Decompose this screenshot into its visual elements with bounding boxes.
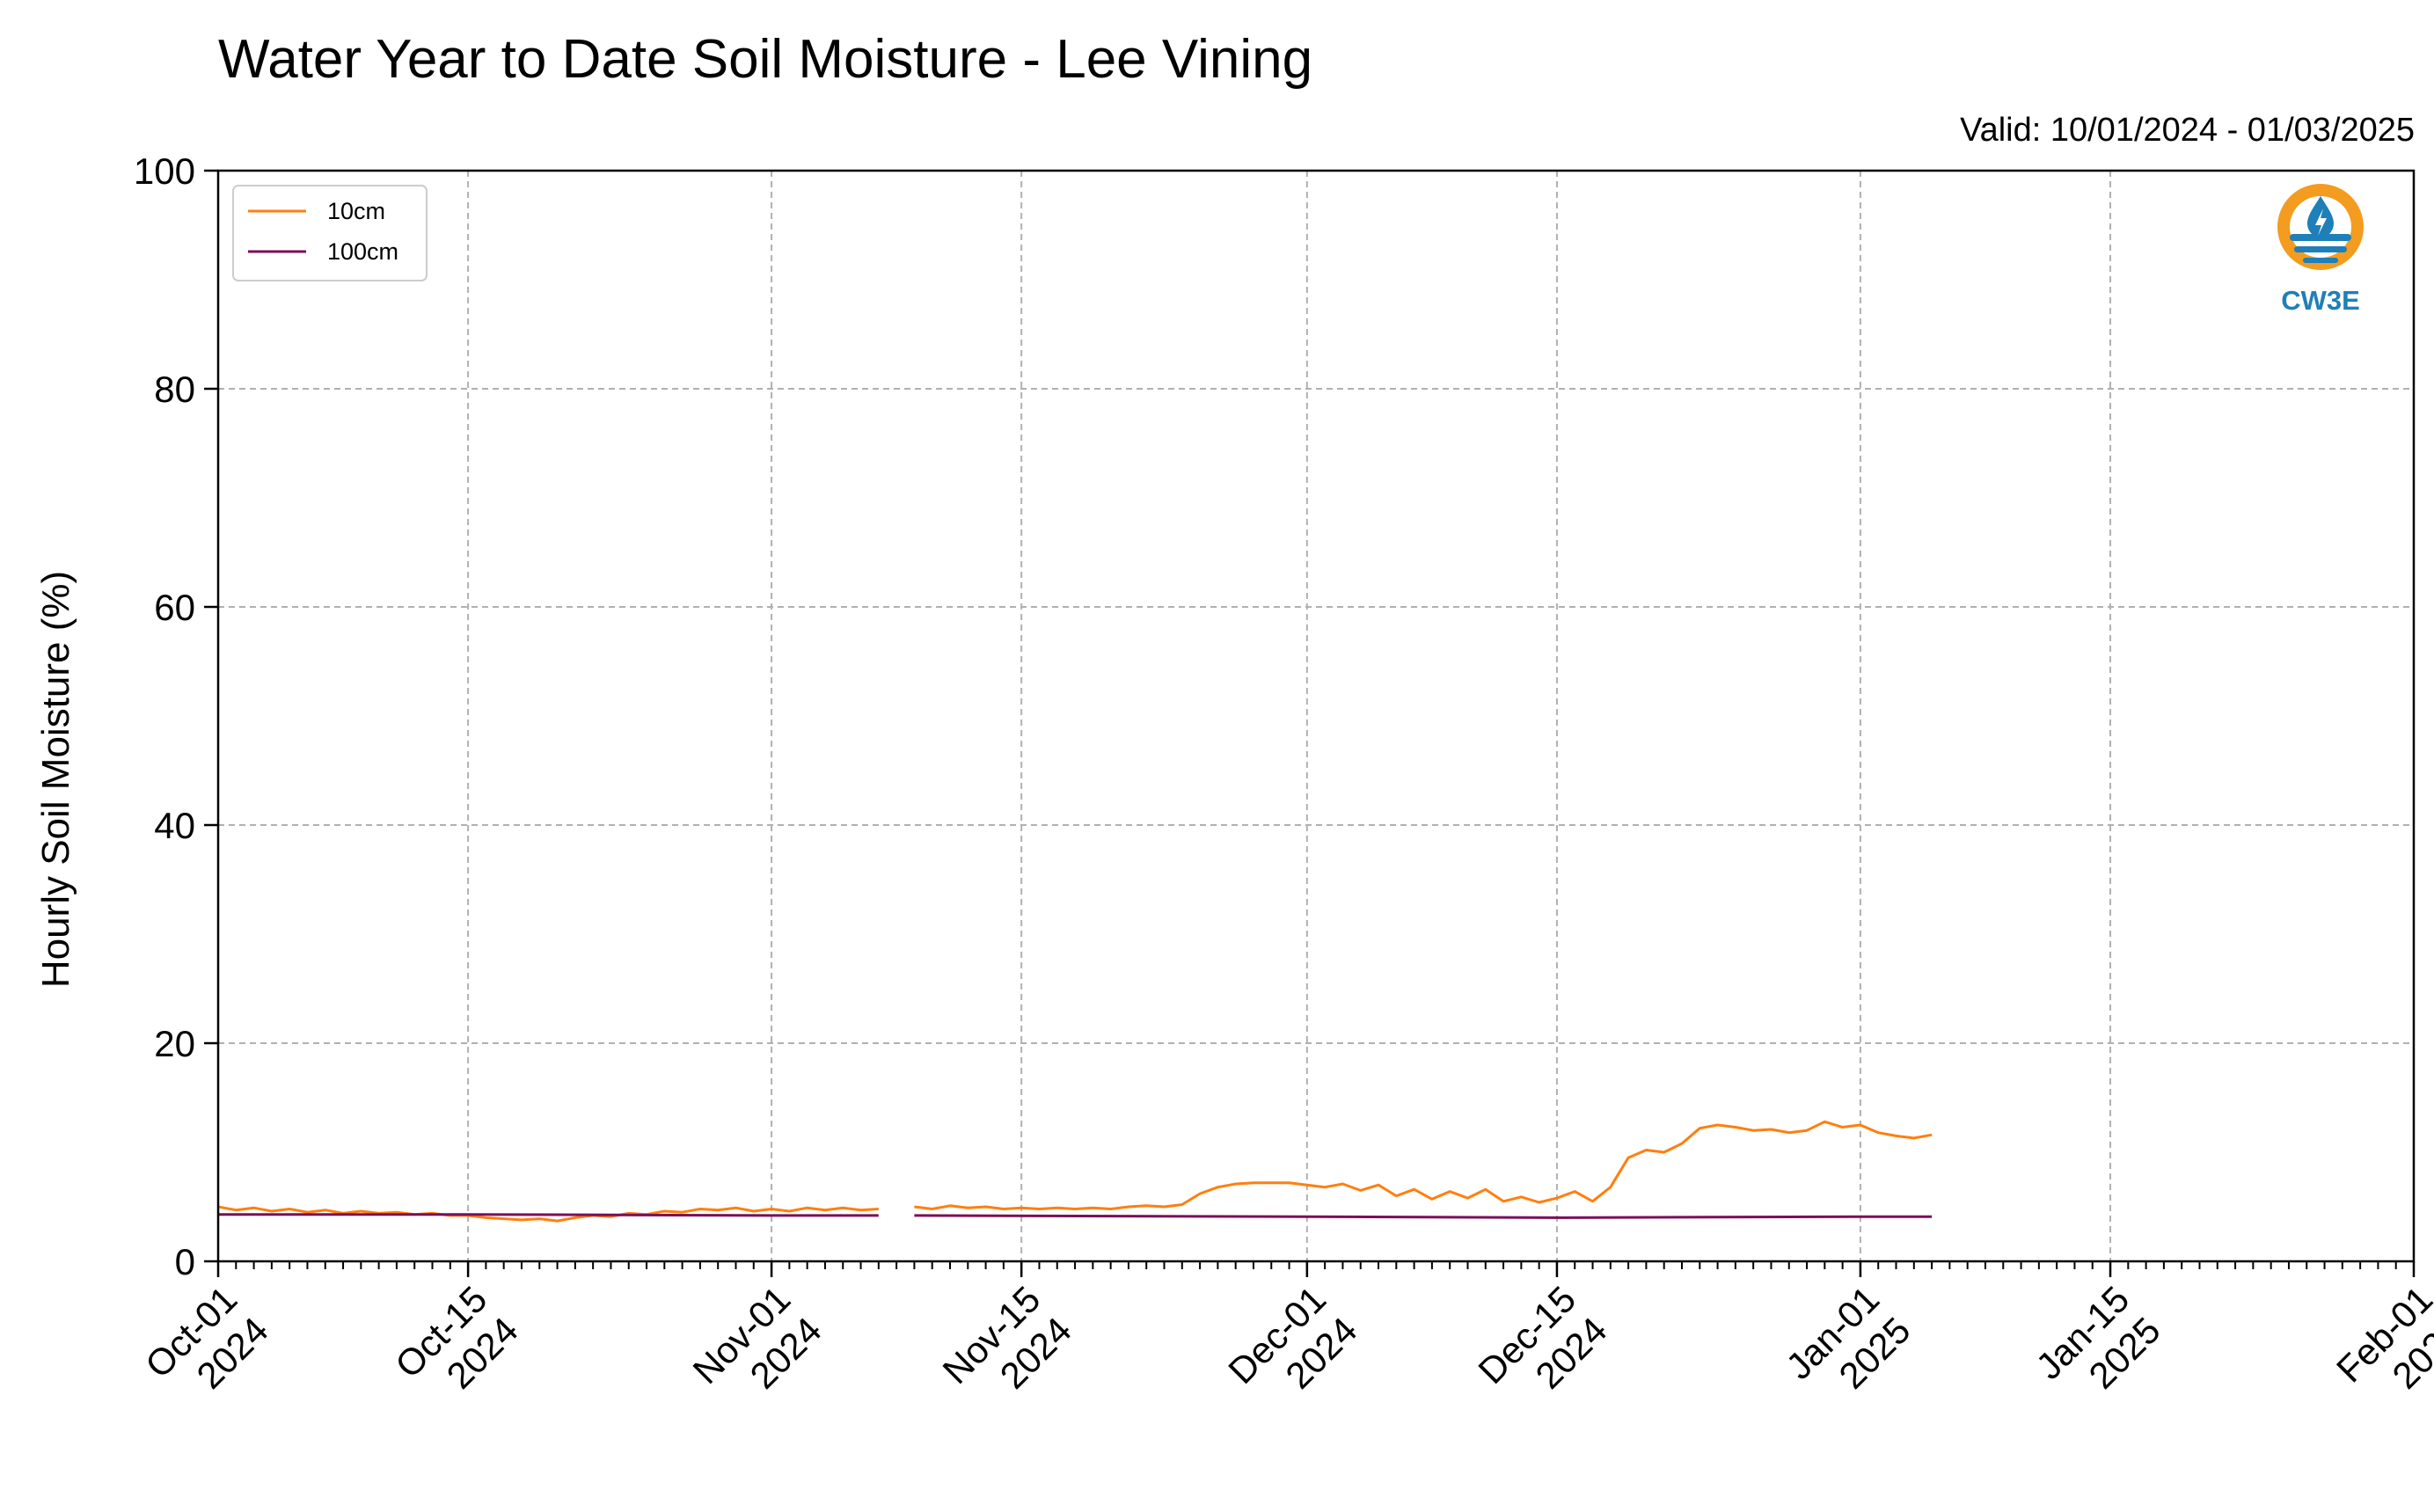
cw3e-logo: CW3E bbox=[2277, 184, 2364, 316]
y-tick-label: 80 bbox=[154, 369, 195, 410]
legend-box bbox=[232, 185, 428, 281]
series-line-10cm bbox=[217, 1205, 879, 1223]
legend-label-10cm: 10cm bbox=[327, 198, 385, 224]
series-line-100cm bbox=[914, 1214, 1933, 1219]
y-tick-label: 0 bbox=[175, 1241, 195, 1282]
y-tick-label: 40 bbox=[154, 805, 195, 846]
valid-date-range: Valid: 10/01/2024 - 01/03/2025 bbox=[1960, 112, 2415, 149]
chart-title: Water Year to Date Soil Moisture - Lee V… bbox=[218, 29, 1312, 90]
y-tick-label: 100 bbox=[134, 150, 195, 192]
grid-lines bbox=[217, 170, 2415, 1262]
series-line-100cm bbox=[218, 1213, 879, 1217]
lightning-icon bbox=[2315, 208, 2327, 236]
y-axis-label: Hourly Soil Moisture (%) bbox=[34, 571, 77, 988]
plot-frame bbox=[216, 169, 2416, 1263]
y-tick-label: 20 bbox=[154, 1023, 195, 1064]
y-tick-label: 60 bbox=[154, 587, 195, 628]
data-series bbox=[217, 1120, 1933, 1223]
logo-text: CW3E bbox=[2281, 285, 2360, 316]
series-line-10cm bbox=[914, 1120, 1933, 1210]
legend-label-100cm: 100cm bbox=[327, 238, 398, 265]
legend: 10cm 100cm bbox=[232, 185, 428, 281]
wave-icon bbox=[2290, 234, 2351, 263]
